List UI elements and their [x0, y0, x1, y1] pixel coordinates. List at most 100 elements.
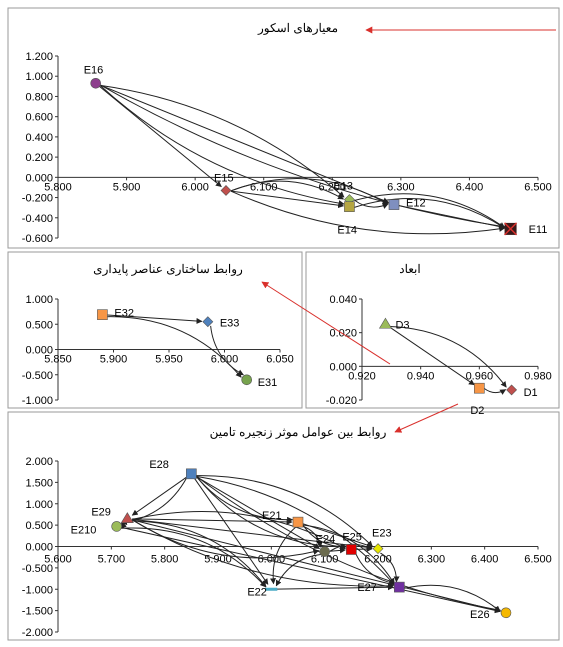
- point-e12-label: E12: [406, 198, 426, 210]
- relation-arrow-e16-e11: [100, 84, 506, 230]
- panel-supply: [7, 411, 560, 641]
- y-tick-label: -0.600: [22, 233, 53, 245]
- point-e32-label: E32: [114, 308, 134, 320]
- x-tick-label: 6.200: [364, 554, 392, 566]
- y-tick-label: 1.000: [25, 71, 53, 83]
- point-d1-marker: [506, 384, 518, 396]
- y-tick-label: 0.000: [25, 345, 53, 357]
- relation-arrow-e29-e26: [132, 519, 501, 613]
- x-tick-label: 5.800: [151, 554, 179, 566]
- x-tick-label: 6.300: [418, 554, 446, 566]
- x-tick-label: 6.050: [266, 354, 294, 366]
- chart-scoring: معیارهای اسکور 1.200 1.000 0.800 0.600 0.400 0…: [22, 21, 552, 245]
- relation-arrow-e210-e22: [121, 527, 267, 588]
- chart-title: معیارهای اسکور: [257, 21, 338, 35]
- point-d3-label: D3: [395, 319, 409, 331]
- point-e29-marker: [120, 512, 134, 524]
- y-tick-label: 0.600: [25, 112, 53, 124]
- point-e28-label: E28: [149, 459, 169, 471]
- x-tick-label: 6.500: [524, 554, 552, 566]
- y-tick-label: 1.000: [25, 294, 53, 306]
- relation-arrow-e16-e15: [99, 86, 222, 188]
- point-e31-marker: [241, 374, 252, 386]
- y-tick-label: 1.500: [25, 477, 53, 489]
- x-tick-label: 0.980: [524, 370, 552, 382]
- x-tick-label: 6.100: [311, 554, 339, 566]
- relation-arrow-e13-e11: [354, 193, 506, 229]
- relation-arrow-d3-d2: [389, 326, 475, 386]
- point-e33-marker: [202, 316, 214, 328]
- y-tick-label: 0.500: [25, 520, 53, 532]
- relation-arrow-e21-e22: [270, 526, 297, 585]
- y-tick-label: 0.000: [25, 172, 53, 184]
- relation-arrow-e29-e21: [132, 518, 293, 525]
- point-e26-marker: [500, 607, 512, 619]
- chart-structural: روابط ساختاری عناصر پایداری 1.000 0.500 0.0…: [22, 262, 294, 407]
- x-tick-label: 0.940: [407, 370, 435, 382]
- relation-arrow-e21-e25: [302, 524, 347, 550]
- y-tick-label: 0.000: [329, 361, 357, 373]
- y-tick-label: 0.500: [25, 319, 53, 331]
- panel-dimensions: [305, 251, 560, 409]
- point-e11-marker: [504, 222, 518, 236]
- relation-arrow-e15-e14: [230, 190, 345, 209]
- point-e27-label: E27: [357, 582, 377, 594]
- relation-arrow-d2-d1: [484, 388, 507, 395]
- relation-arrow-e210-e26: [121, 527, 501, 614]
- x-tick-label: 6.100: [250, 181, 278, 193]
- point-e210-label: E210: [71, 524, 97, 536]
- point-e23-label: E23: [372, 528, 392, 540]
- relation-arrow-e13-e12: [354, 199, 389, 209]
- chart-supply: روابط بین عوامل موثر زنجیره تامین 2.000 1.…: [22, 425, 552, 639]
- point-e32-marker: [97, 309, 108, 320]
- relation-arrow-e28-e24: [195, 475, 321, 550]
- point-e15-label: E15: [214, 172, 234, 184]
- point-d2-marker: [474, 382, 485, 394]
- relation-arrow-e16-e13: [100, 84, 345, 198]
- relation-arrow-d3-d1: [389, 326, 507, 388]
- x-tick-label: 0.920: [348, 370, 376, 382]
- y-tick-label: -1.000: [22, 584, 53, 596]
- y-tick-label: -0.020: [326, 395, 357, 407]
- chart-title: روابط بین عوامل موثر زنجیره تامین: [210, 425, 387, 439]
- connector-structural: [261, 281, 391, 365]
- y-tick-label: -2.000: [22, 627, 53, 639]
- point-e11-label: E11: [529, 224, 548, 236]
- y-tick-label: 0.400: [25, 132, 53, 144]
- x-tick-label: 5.900: [100, 354, 128, 366]
- point-e25-label: E25: [342, 531, 362, 543]
- relation-arrow-e21-e27: [302, 524, 395, 585]
- relation-arrow-e15-e12: [230, 177, 389, 205]
- point-d1-label: D1: [524, 387, 538, 399]
- relation-arrow-e28-e29: [131, 476, 188, 516]
- x-tick-label: 6.300: [387, 181, 415, 193]
- y-tick-label: 1.200: [25, 51, 53, 63]
- point-e29-label: E29: [91, 507, 111, 519]
- point-e15-marker: [220, 185, 232, 196]
- point-e31-label: E31: [258, 377, 278, 389]
- y-tick-label: 2.000: [25, 456, 53, 468]
- panel-connectors: [261, 26, 556, 433]
- relation-arrow-e25-e27: [354, 552, 396, 586]
- point-e26-label: E26: [470, 609, 490, 621]
- x-tick-label: 5.850: [44, 354, 72, 366]
- point-e16-marker: [90, 78, 102, 89]
- point-e14-label: E14: [337, 225, 357, 237]
- relation-arrow-e15-e11: [230, 190, 506, 235]
- y-tick-label: -0.200: [22, 193, 53, 205]
- point-e16-label: E16: [84, 64, 104, 76]
- x-tick-label: 5.900: [113, 181, 141, 193]
- charts-layer: معیارهای اسکور 1.200 1.000 0.800 0.600 0.400 0…: [22, 21, 552, 639]
- x-tick-label: 6.400: [456, 181, 484, 193]
- relation-arrow-e29-e25: [132, 511, 346, 550]
- x-tick-label: 5.700: [98, 554, 126, 566]
- x-tick-label: 5.600: [44, 554, 72, 566]
- relation-arrow-e27-e26: [404, 584, 501, 612]
- y-tick-label: 0.800: [25, 91, 53, 103]
- x-tick-label: 6.000: [181, 181, 209, 193]
- connector-supply: [394, 403, 459, 433]
- point-e28-marker: [186, 468, 197, 480]
- relation-arrow-e12-e11: [398, 205, 506, 230]
- relation-arrow-e25-e23: [356, 546, 373, 553]
